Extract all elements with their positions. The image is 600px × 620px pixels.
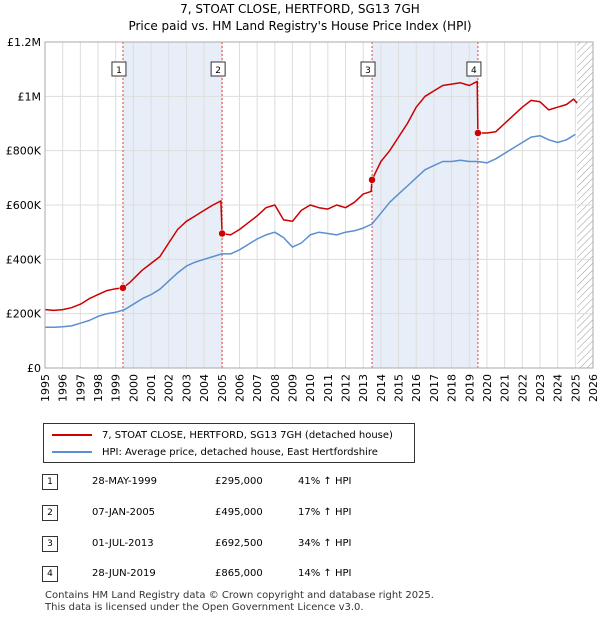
series-line-hpi xyxy=(45,133,576,329)
transaction-date: 28-MAY-1999 xyxy=(92,476,158,487)
x-tick-label: 2018 xyxy=(446,374,459,402)
y-tick-label: £1M xyxy=(18,90,42,103)
x-tick-label: 1996 xyxy=(57,374,70,402)
x-tick-label: 2005 xyxy=(216,374,229,402)
y-tick-label: £200K xyxy=(6,308,42,321)
transaction-hpi: 14% ↑ HPI xyxy=(298,568,352,579)
legend-swatch-hpi xyxy=(52,451,92,453)
transaction-price: £495,000 xyxy=(215,507,263,518)
transaction-number: 2 xyxy=(42,505,58,521)
transaction-number: 4 xyxy=(42,566,58,582)
x-tick-label: 2006 xyxy=(233,374,246,402)
transaction-row: 2 07-JAN-2005 £495,000 17% ↑ HPI xyxy=(40,505,460,523)
x-tick-label: 2014 xyxy=(375,374,388,402)
legend-swatch-property xyxy=(52,434,92,436)
price-chart: £0 £200K £400K £600K £800K £1M £1.2M 1995 1996 19… xyxy=(6,36,600,402)
transaction-date: 28-JUN-2019 xyxy=(92,568,156,579)
x-tick-label: 2021 xyxy=(499,374,512,402)
transaction-date: 07-JAN-2005 xyxy=(92,507,156,518)
y-tick-label: £600K xyxy=(6,199,42,212)
footer-licence: This data is licensed under the Open Gov… xyxy=(45,602,364,613)
legend-item-hpi: HPI: Average price, detached house, East… xyxy=(52,444,378,460)
chart-subtitle: Price paid vs. HM Land Registry's House … xyxy=(128,19,472,33)
x-tick-label: 2016 xyxy=(410,374,423,402)
legend: 7, STOAT CLOSE, HERTFORD, SG13 7GH (deta… xyxy=(43,423,415,463)
x-tick-label: 2009 xyxy=(286,374,299,402)
x-tick-label: 2011 xyxy=(322,374,335,402)
sale-number-label: 3 xyxy=(365,66,371,76)
x-tick-label: 2004 xyxy=(198,374,211,402)
sale-point xyxy=(474,129,482,137)
transaction-hpi: 34% ↑ HPI xyxy=(298,538,352,549)
y-tick-label: £800K xyxy=(6,145,42,158)
sale-point xyxy=(119,284,127,292)
legend-label-hpi: HPI: Average price, detached house, East… xyxy=(102,446,378,458)
x-tick-label: 2023 xyxy=(534,374,547,402)
x-tick-label: 2024 xyxy=(552,374,565,402)
x-tick-label: 2010 xyxy=(304,374,317,402)
x-tick-label: 2007 xyxy=(251,374,264,402)
sale-number-box xyxy=(210,61,226,77)
x-tick-label: 2002 xyxy=(163,374,176,402)
x-tick-label: 1995 xyxy=(39,374,52,402)
x-tick-label: 2017 xyxy=(428,374,441,402)
legend-item-property: 7, STOAT CLOSE, HERTFORD, SG13 7GH (deta… xyxy=(52,427,393,443)
series-line-property xyxy=(44,80,578,312)
sale-number-label: 4 xyxy=(471,66,477,76)
footer-copyright: Contains HM Land Registry data © Crown c… xyxy=(45,590,434,601)
x-tick-label: 1998 xyxy=(92,374,105,402)
transaction-date: 01-JUL-2013 xyxy=(92,538,154,549)
sale-number-box xyxy=(466,61,482,77)
x-tick-label: 2020 xyxy=(481,374,494,402)
transaction-number: 1 xyxy=(42,474,58,490)
sale-number-label: 2 xyxy=(215,66,221,76)
transaction-number: 3 xyxy=(42,536,58,552)
sale-number-label: 1 xyxy=(116,66,122,76)
transaction-row: 4 28-JUN-2019 £865,000 14% ↑ HPI xyxy=(40,566,460,584)
x-tick-label: 2019 xyxy=(463,374,476,402)
chart-title: 7, STOAT CLOSE, HERTFORD, SG13 7GH xyxy=(180,2,420,16)
transaction-price: £865,000 xyxy=(215,568,263,579)
transaction-price: £692,500 xyxy=(215,538,263,549)
sale-point xyxy=(368,176,376,184)
sale-number-box xyxy=(360,61,376,77)
y-tick-label: £1.2M xyxy=(7,36,41,49)
x-tick-label: 2001 xyxy=(145,374,158,402)
x-tick-label: 2012 xyxy=(340,374,353,402)
transaction-row: 3 01-JUL-2013 £692,500 34% ↑ HPI xyxy=(40,536,460,554)
x-tick-label: 2003 xyxy=(180,374,193,402)
transaction-hpi: 17% ↑ HPI xyxy=(298,507,352,518)
x-tick-label: 2000 xyxy=(127,374,140,402)
x-tick-label: 1997 xyxy=(74,374,87,402)
transaction-hpi: 41% ↑ HPI xyxy=(298,476,352,487)
x-tick-label: 2015 xyxy=(393,374,406,402)
plot-border xyxy=(44,41,594,369)
sale-number-box xyxy=(111,61,127,77)
x-tick-label: 2025 xyxy=(569,374,582,402)
x-tick-label: 2026 xyxy=(587,374,600,402)
transaction-row: 1 28-MAY-1999 £295,000 41% ↑ HPI xyxy=(40,474,460,492)
x-tick-label: 1999 xyxy=(110,374,123,402)
x-tick-label: 2013 xyxy=(357,374,370,402)
sale-point xyxy=(218,229,226,238)
x-tick-label: 2022 xyxy=(516,374,529,402)
x-tick-label: 2008 xyxy=(269,374,282,402)
y-tick-label: £400K xyxy=(6,253,42,266)
legend-label-property: 7, STOAT CLOSE, HERTFORD, SG13 7GH (deta… xyxy=(102,429,393,441)
y-tick-label: £0 xyxy=(27,362,41,375)
transaction-price: £295,000 xyxy=(215,476,263,487)
